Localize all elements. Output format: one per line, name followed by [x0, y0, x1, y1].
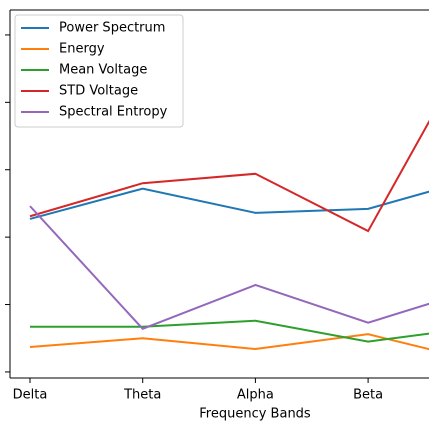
legend-label: Power Spectrum: [59, 21, 165, 36]
legend-label: Mean Voltage: [59, 63, 147, 78]
legend-label: Energy: [59, 42, 105, 57]
legend-label: STD Voltage: [59, 84, 138, 99]
x-tick-label: Alpha: [237, 388, 274, 403]
x-axis-label: Frequency Bands: [199, 407, 311, 422]
plot-area: [29, 119, 429, 351]
series-line: [29, 333, 429, 351]
series-line: [30, 319, 429, 343]
legend-box: [14, 14, 184, 128]
series-line: [29, 187, 429, 220]
x-tick-label: Delta: [13, 388, 48, 403]
series-line: [29, 205, 429, 330]
legend-label: Spectral Entropy: [59, 105, 168, 120]
x-tick-label: Theta: [123, 388, 161, 403]
x-tick-label: Beta: [353, 388, 383, 403]
series-line: [29, 119, 429, 233]
legend: Power Spectrum Energy Mean Voltage STD Volt…: [14, 14, 184, 128]
